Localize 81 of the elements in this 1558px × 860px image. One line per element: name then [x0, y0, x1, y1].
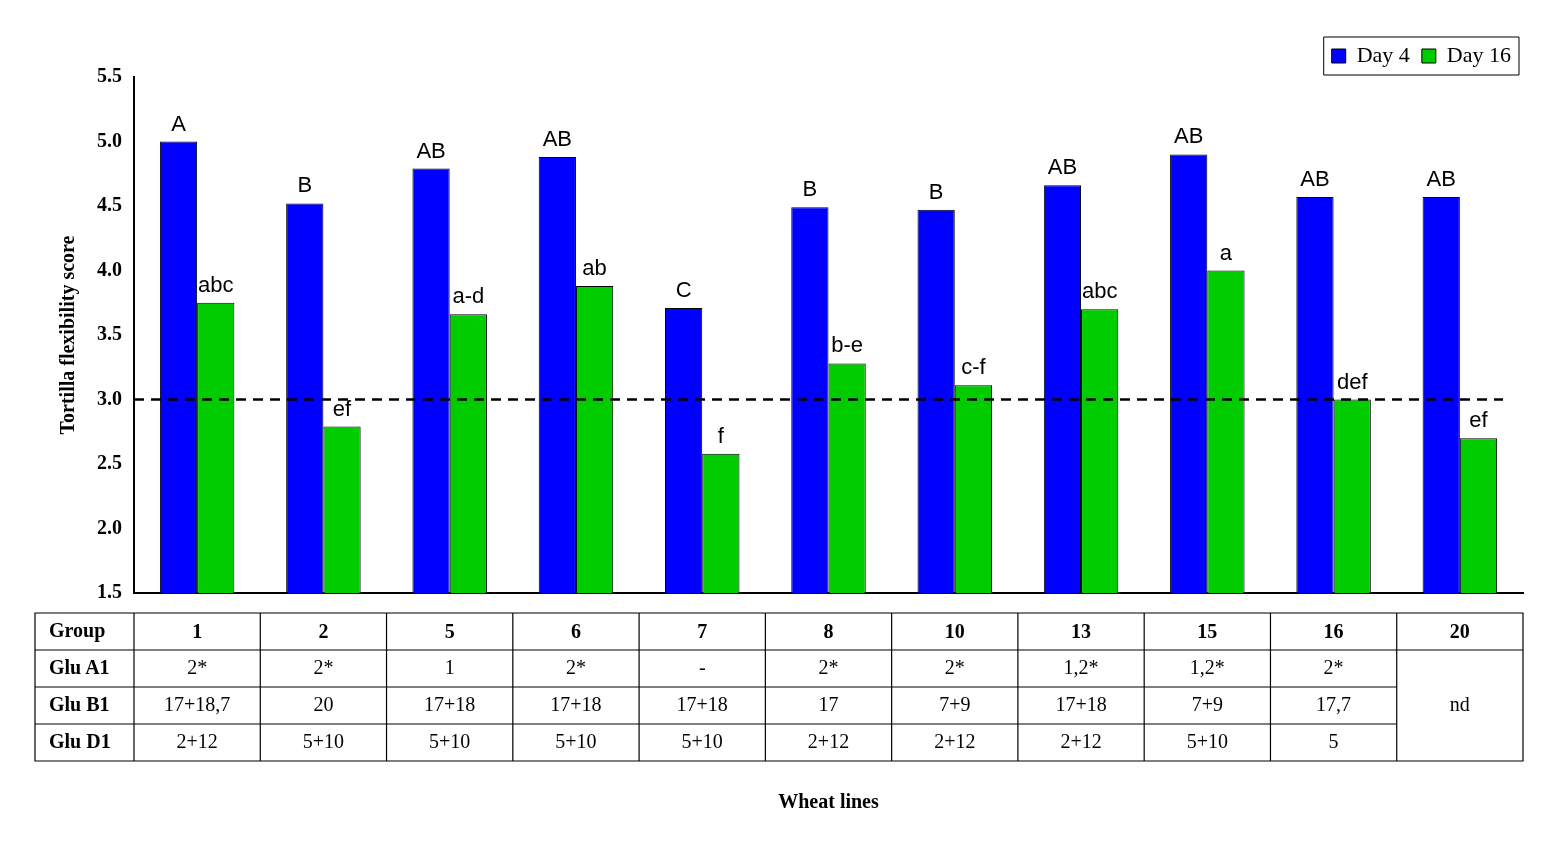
annotation: 2+12 — [934, 729, 976, 752]
x-tick-label: 15 — [1197, 620, 1218, 643]
y-tick-label: 1.5 — [97, 580, 122, 603]
annotation: 1,2* — [1063, 655, 1099, 678]
y-tick-label: 5.5 — [97, 64, 122, 87]
data-label: AB — [416, 137, 446, 163]
data-label: abc — [1081, 278, 1118, 304]
data-label: B — [297, 172, 313, 198]
annotation: 2+12 — [1060, 729, 1102, 752]
annotation: 20 — [313, 692, 334, 715]
annotation: 17+18 — [550, 692, 602, 715]
annotation: 5+10 — [302, 729, 345, 752]
x-tick-label: 8 — [823, 620, 834, 643]
data-label: AB — [1300, 166, 1330, 192]
data-label: AB — [542, 126, 573, 152]
y-tick-label: 5.0 — [97, 128, 122, 151]
data-label: a — [1219, 239, 1233, 265]
annotation: 17+18 — [424, 692, 476, 715]
y-tick-label: 3.0 — [97, 386, 122, 409]
data-label: AB — [1174, 123, 1204, 149]
data-label: ab — [582, 255, 607, 281]
annotation: 1,2* — [1189, 655, 1225, 678]
data-label: ef — [332, 395, 353, 421]
data-label: B — [802, 176, 818, 202]
annotation: 17+18,7 — [164, 692, 231, 715]
data-label: B — [928, 178, 944, 204]
x-tick-label: 1 — [192, 620, 203, 643]
x-tick-label: 20 — [1449, 620, 1470, 643]
data-label: c-f — [961, 354, 987, 380]
annotation: 2+12 — [807, 729, 850, 752]
annotation: 2* — [187, 655, 208, 678]
text: Glu D1 — [49, 729, 111, 752]
annotation: 5 — [1328, 729, 1339, 752]
data-label: AB — [1047, 154, 1078, 180]
text: Glu B1 — [49, 692, 110, 715]
annotation: 5+10 — [1186, 729, 1228, 752]
annotation: 17+18 — [676, 692, 728, 715]
annotation: 17+18 — [1055, 692, 1107, 715]
legend-label: Day 4 — [1356, 41, 1410, 67]
data-label: def — [1336, 368, 1369, 394]
text: Glu A1 — [49, 655, 110, 678]
data-label: ef — [1469, 407, 1489, 433]
text: Wheat lines — [778, 790, 879, 813]
y-axis-title: Tortilla flexibility score — [56, 235, 80, 435]
x-tick-label: 6 — [570, 620, 581, 643]
annotation: 17 — [818, 692, 839, 715]
annotation: 2* — [818, 655, 839, 678]
annotation: 2* — [565, 655, 586, 678]
data-label: f — [717, 422, 725, 448]
annotation: 5+10 — [555, 729, 597, 752]
annotation: 5+10 — [429, 729, 471, 752]
y-tick-label: 2.0 — [97, 515, 122, 538]
x-tick-label: 13 — [1071, 620, 1092, 643]
annotation: 17,7 — [1316, 692, 1352, 715]
annotation: 5+10 — [681, 729, 723, 752]
annotation: 7+9 — [1191, 692, 1223, 715]
text: Group — [49, 618, 106, 642]
annotation: 2+12 — [176, 729, 218, 752]
x-tick-label: 16 — [1323, 620, 1344, 643]
annotation: nd — [1449, 692, 1470, 715]
annotation: - — [698, 655, 706, 678]
y-tick-label: 4.5 — [97, 193, 122, 216]
legend-label: Day 16 — [1446, 41, 1511, 67]
x-tick-label: 5 — [444, 620, 455, 643]
annotation: 1 — [444, 655, 455, 678]
annotation: 7+9 — [939, 692, 971, 715]
data-label: abc — [198, 271, 234, 297]
y-tick-label: 4.0 — [97, 257, 122, 280]
x-tick-label: 2 — [318, 620, 329, 643]
data-label: b-e — [831, 332, 864, 358]
annotation: 2* — [944, 655, 965, 678]
data-label: AB — [1426, 166, 1456, 192]
data-label: a-d — [452, 283, 485, 309]
x-tick-label: 10 — [944, 620, 965, 643]
y-tick-label: 3.5 — [97, 322, 122, 345]
data-label: A — [171, 110, 187, 136]
y-tick-label: 2.5 — [97, 451, 122, 474]
annotation: 2* — [313, 655, 334, 678]
annotation: 2* — [1323, 655, 1344, 678]
data-label: C — [675, 276, 692, 302]
x-tick-label: 7 — [697, 620, 708, 643]
